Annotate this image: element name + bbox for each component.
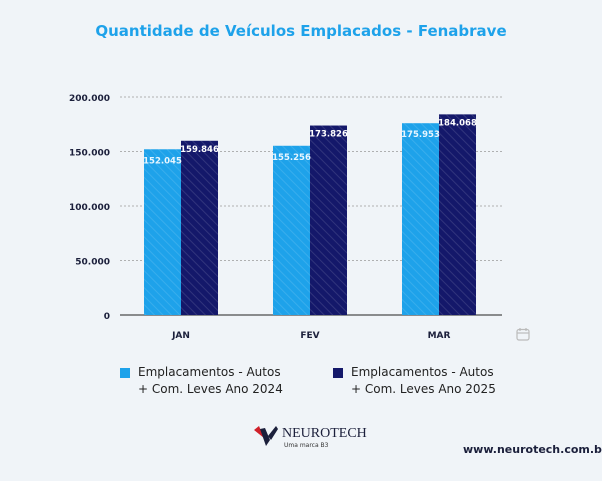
chart-title: Quantidade de Veículos Emplacados - Fena…: [95, 22, 507, 40]
data-label: 173.826: [309, 130, 348, 140]
bar-hatch: [181, 140, 218, 315]
legend-item-2025: Emplacamentos - Autos + Com. Leves Ano 20…: [333, 364, 496, 398]
neurotech-logo: NEUROTECH Uma marca B3: [254, 426, 367, 449]
legend-item-2024: Emplacamentos - Autos + Com. Leves Ano 20…: [120, 364, 283, 398]
data-label: 155.256: [272, 153, 311, 163]
data-label: 184.068: [438, 118, 477, 128]
legend-label: Emplacamentos - Autos: [138, 365, 281, 379]
data-label: 159.846: [180, 145, 219, 155]
bar-hatch: [402, 123, 439, 315]
legend-swatch: [333, 368, 343, 378]
y-tick-label: 200.000: [69, 94, 110, 104]
brand-tagline: Uma marca B3: [284, 442, 329, 449]
legend-label: + Com. Leves Ano 2024: [138, 382, 283, 396]
bar-hatch: [310, 125, 347, 315]
neurotech-logo-icon: [254, 426, 278, 446]
data-label: 175.953: [401, 130, 440, 140]
website-link[interactable]: www.neurotech.com.br: [463, 443, 602, 456]
x-tick-label: JAN: [171, 331, 190, 341]
bar-hatch: [273, 145, 310, 315]
y-tick-label: 0: [104, 312, 110, 322]
y-tick-label: 50.000: [75, 258, 110, 268]
legend-swatch: [120, 368, 130, 378]
bar-hatch: [439, 114, 476, 316]
x-tick-label: FEV: [300, 331, 319, 341]
calendar-icon[interactable]: [516, 327, 530, 341]
y-tick-label: 150.000: [69, 149, 110, 159]
y-tick-label: 100.000: [69, 203, 110, 213]
x-tick-label: MAR: [428, 331, 451, 341]
brand-name: NEUROTECH: [282, 426, 367, 441]
bar-hatch: [144, 149, 181, 315]
legend-label: + Com. Leves Ano 2025: [351, 382, 496, 396]
data-label: 152.045: [143, 156, 182, 166]
legend-label: Emplacamentos - Autos: [351, 365, 494, 379]
